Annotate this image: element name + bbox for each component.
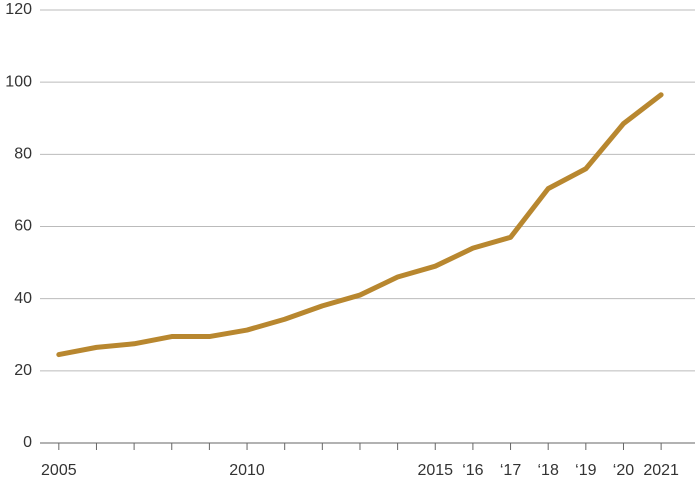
- x-tick-label: ‘18: [538, 462, 559, 479]
- y-tick-label: 40: [14, 290, 32, 307]
- x-tick-label: 2021: [643, 462, 679, 479]
- y-tick-label: 20: [14, 362, 32, 379]
- y-tick-label: 120: [5, 1, 32, 18]
- y-tick-label: 60: [14, 218, 32, 235]
- x-tick-label: ‘16: [462, 462, 483, 479]
- x-tick-label: ‘19: [575, 462, 596, 479]
- x-tick-label: ‘20: [613, 462, 634, 479]
- x-tick-label: 2015: [417, 462, 453, 479]
- y-tick-label: 80: [14, 146, 32, 163]
- x-tick-label: 2010: [229, 462, 265, 479]
- x-tick-label: ‘17: [500, 462, 521, 479]
- x-tick-label: 2005: [41, 462, 77, 479]
- y-tick-label: 0: [23, 434, 32, 451]
- line-series: [56, 92, 664, 358]
- y-tick-label: 100: [5, 73, 32, 90]
